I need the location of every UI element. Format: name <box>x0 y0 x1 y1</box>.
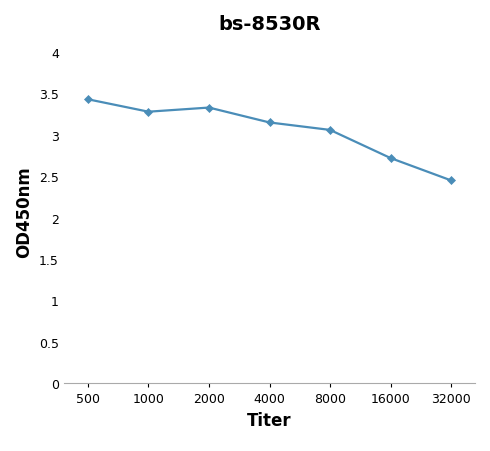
Y-axis label: OD450nm: OD450nm <box>15 166 33 258</box>
X-axis label: Titer: Titer <box>247 411 292 429</box>
Title: bs-8530R: bs-8530R <box>218 14 321 33</box>
